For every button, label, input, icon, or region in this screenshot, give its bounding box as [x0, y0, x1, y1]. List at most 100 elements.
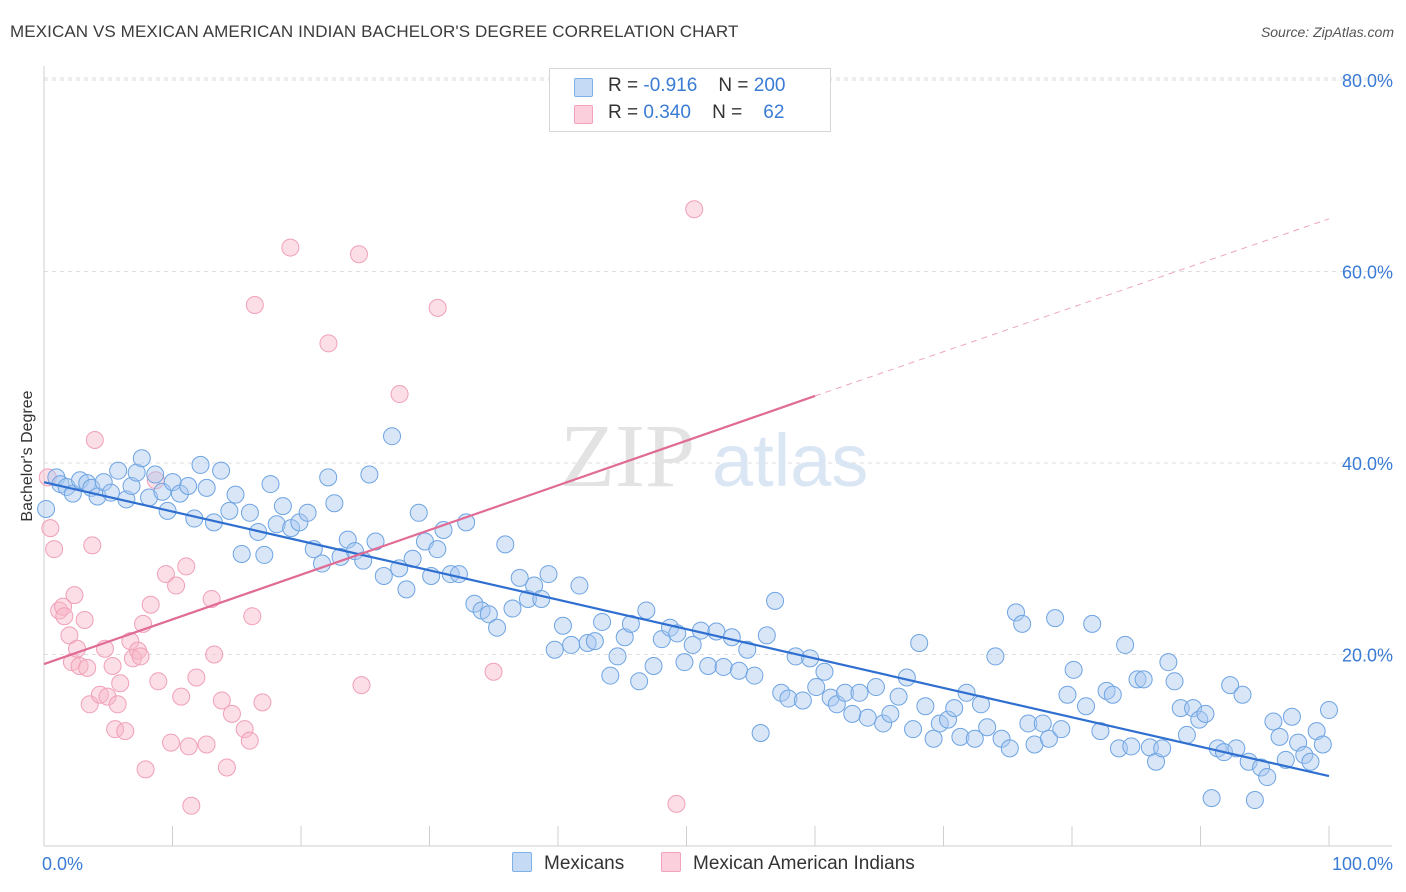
data-point-mexicans: [1134, 670, 1153, 689]
data-point-mexicans: [1147, 752, 1166, 771]
data-point-mexicans: [730, 661, 749, 680]
data-point-mexicans: [570, 576, 589, 595]
data-point-mexicans: [986, 647, 1005, 666]
data-point-mexicans: [496, 535, 515, 554]
data-point-mexicans: [226, 485, 245, 504]
data-point-mexicans: [503, 599, 522, 618]
data-point-mexican-american-indians: [428, 298, 447, 317]
data-point-mexicans: [766, 591, 785, 610]
data-point-mexicans: [858, 708, 877, 727]
legend-n-label: N =: [712, 102, 743, 123]
data-point-mexicans: [1000, 739, 1019, 758]
data-point-mexican-american-indians: [111, 674, 130, 693]
data-point-mexican-american-indians: [182, 796, 201, 815]
series-mexicans: [37, 427, 1338, 810]
data-point-mexicans: [836, 683, 855, 702]
data-point-mexican-american-indians: [85, 431, 104, 450]
data-point-mexicans: [191, 455, 210, 474]
legend-r-value: -0.916: [643, 75, 698, 96]
data-point-mexicans: [553, 616, 572, 635]
data-point-mexicans: [127, 463, 146, 482]
data-point-mexicans: [1153, 739, 1172, 758]
data-point-mexicans: [965, 729, 984, 748]
data-point-mexican-american-indians: [131, 647, 150, 666]
legend-r-value: 0.340: [643, 102, 691, 123]
data-point-mexicans: [325, 494, 344, 513]
data-point-mexicans: [1295, 746, 1314, 765]
data-point-mexican-american-indians: [121, 632, 140, 651]
data-point-mexicans: [1252, 758, 1271, 777]
data-point-mexicans: [146, 465, 165, 484]
data-point-mexican-american-indians: [240, 731, 259, 750]
bottom-legend-mexicans: Mexicans: [512, 852, 624, 876]
data-point-mexicans: [1039, 729, 1058, 748]
data-point-mexicans: [615, 628, 634, 647]
data-point-mexicans: [637, 601, 656, 620]
data-point-mexican-american-indians: [98, 687, 117, 706]
data-point-mexicans: [360, 465, 379, 484]
data-point-mexicans: [939, 710, 958, 729]
data-point-mexican-american-indians: [253, 693, 272, 712]
data-point-mexicans: [479, 605, 498, 624]
data-point-mexicans: [122, 476, 141, 495]
y-tick-label: 60.0%: [1342, 263, 1393, 283]
data-point-mexicans: [465, 594, 484, 613]
data-point-mexicans: [212, 461, 231, 480]
data-point-mexican-american-indians: [352, 676, 371, 695]
data-point-mexicans: [232, 544, 251, 563]
data-point-mexicans: [37, 499, 56, 518]
data-point-mexican-american-indians: [484, 662, 503, 681]
data-point-mexican-american-indians: [685, 200, 704, 219]
data-point-mexican-american-indians: [45, 540, 64, 559]
data-point-mexicans: [951, 727, 970, 746]
data-point-mexicans: [1276, 750, 1295, 769]
data-point-mexican-american-indians: [80, 695, 99, 714]
data-point-mexicans: [255, 545, 274, 564]
data-point-mexicans: [488, 618, 507, 637]
chart-title: MEXICAN VS MEXICAN AMERICAN INDIAN BACHE…: [10, 22, 739, 41]
bottom-legend-indians: Mexican American Indians: [661, 852, 915, 876]
data-point-mexicans: [109, 461, 128, 480]
data-point-mexicans: [881, 704, 900, 723]
data-point-mexicans: [866, 678, 885, 697]
data-point-mexicans: [267, 515, 286, 534]
watermark-zip: ZIP: [560, 407, 695, 506]
data-point-mexicans: [1122, 737, 1141, 756]
data-point-mexicans: [163, 473, 182, 492]
data-point-mexicans: [1064, 660, 1083, 679]
data-point-mexicans: [585, 632, 604, 651]
data-point-mexicans: [374, 566, 393, 585]
data-point-mexican-american-indians: [78, 658, 97, 677]
data-point-mexicans: [1165, 672, 1184, 691]
x-tick-label: 100.0%: [1332, 854, 1393, 874]
trend-line-mexican-american-indians: [43, 394, 816, 666]
legend-n-label: N =: [718, 75, 749, 96]
data-point-mexican-american-indians: [205, 645, 224, 664]
data-point-mexicans: [1159, 653, 1178, 672]
data-point-mexican-american-indians: [161, 733, 180, 752]
data-point-mexicans: [772, 683, 791, 702]
bottom-legend-label: Mexican American Indians: [693, 853, 915, 874]
data-point-mexicans: [850, 683, 869, 702]
data-point-mexican-american-indians: [156, 565, 175, 584]
y-tick-label: 20.0%: [1342, 646, 1393, 666]
bottom-legend-swatch-pink: [661, 852, 681, 872]
data-point-mexicans: [397, 580, 416, 599]
data-point-mexicans: [338, 530, 357, 549]
data-point-mexicans: [1177, 725, 1196, 744]
data-point-mexican-american-indians: [70, 656, 89, 675]
data-point-mexicans: [1313, 735, 1332, 754]
data-point-mexican-american-indians: [390, 385, 409, 404]
data-point-mexicans: [532, 589, 551, 608]
data-point-mexican-american-indians: [243, 607, 262, 626]
data-point-mexicans: [1006, 603, 1025, 622]
data-point-mexicans: [757, 626, 776, 645]
data-point-mexicans: [738, 640, 757, 659]
data-point-mexicans: [1083, 614, 1102, 633]
data-point-mexicans: [197, 478, 216, 497]
data-point-mexicans: [1307, 722, 1326, 741]
data-point-mexicans: [1128, 670, 1147, 689]
data-point-mexicans: [366, 532, 385, 551]
data-point-mexican-american-indians: [212, 691, 231, 710]
